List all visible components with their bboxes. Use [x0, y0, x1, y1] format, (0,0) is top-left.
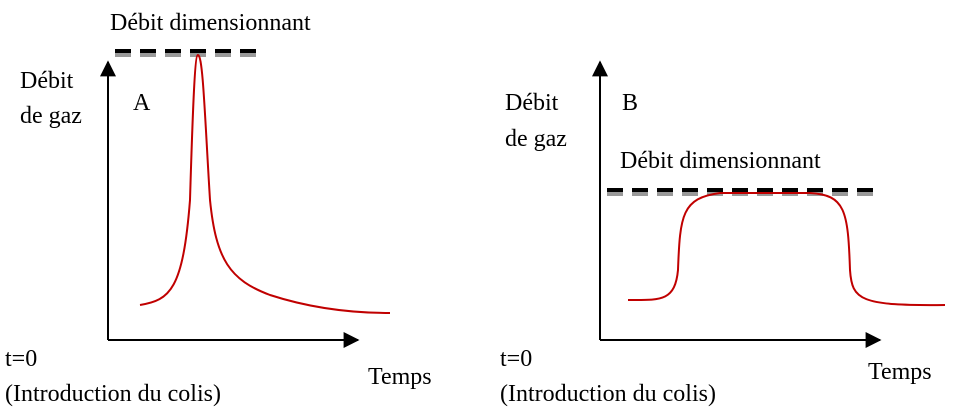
panel-a: Débit dimensionnant Débit de gaz A t=0 (…	[5, 10, 432, 407]
origin-note: (Introduction du colis)	[5, 381, 221, 407]
origin-label: t=0	[5, 346, 37, 372]
flow-curve	[627, 192, 946, 307]
x-label: Temps	[868, 359, 932, 385]
origin-note: (Introduction du colis)	[500, 381, 716, 407]
y-label: de gaz	[505, 126, 567, 152]
x-label: Temps	[368, 364, 432, 390]
y-label: Débit	[505, 90, 559, 116]
panel-letter: B	[622, 90, 638, 116]
threshold-label: Débit dimensionnant	[110, 10, 311, 36]
threshold-label: Débit dimensionnant	[620, 148, 821, 174]
y-label: de gaz	[20, 103, 82, 129]
panel-b: Débit dimensionnant Débit de gaz B t=0 (…	[500, 60, 946, 407]
flow-curve	[139, 53, 391, 314]
panel-letter: A	[133, 90, 151, 116]
origin-label: t=0	[500, 346, 532, 372]
y-label: Débit	[20, 68, 74, 94]
